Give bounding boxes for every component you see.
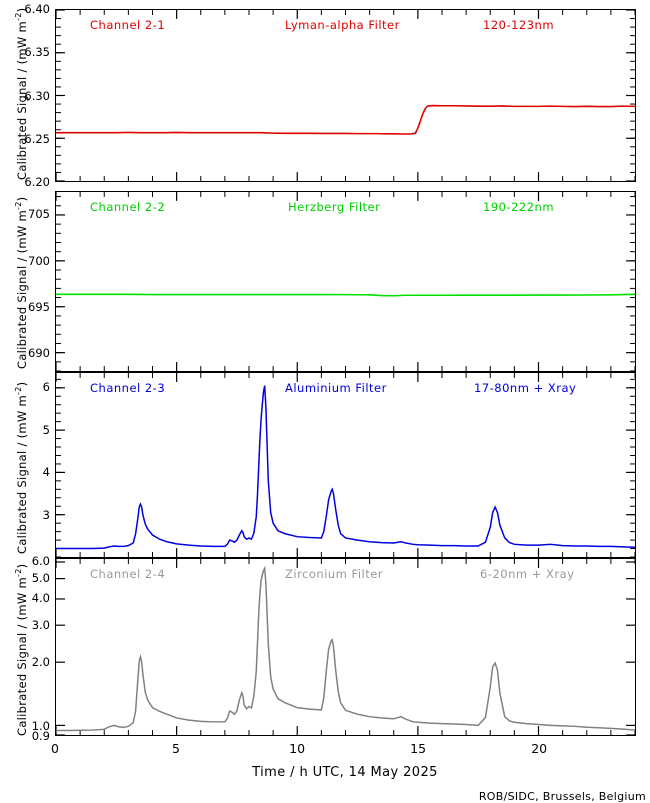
y-axis-label-text-2: Calibrated Signal / (mW m	[14, 209, 29, 369]
annot-channel-panel-3: Channel 2-3	[90, 381, 166, 395]
x-axis-label: Time / h UTC, 14 May 2025	[252, 765, 438, 780]
y-tick-label: 6.25	[24, 131, 50, 146]
plot-area-panel-4	[55, 558, 636, 736]
plot-area-panel-1	[55, 9, 636, 182]
y-axis-label-text-3: Calibrated Signal / (mW m	[14, 394, 29, 554]
y-tick-label: 1.0	[31, 719, 50, 734]
y-tick-label: 6.40	[24, 2, 50, 16]
y-axis-label-exp-4: -2	[14, 568, 23, 577]
y-tick-label: 3.0	[31, 617, 50, 632]
annot-band-panel-4: 6-20nm + Xray	[480, 567, 575, 581]
panel-channel-2-2: Calibrated Signal / (mW m-2) 690 695 700 70…	[0, 191, 650, 372]
annot-filter-panel-2: Herzberg Filter	[288, 200, 381, 214]
y-tick-label: 4	[42, 465, 50, 480]
series-panel-4	[56, 559, 635, 735]
annot-filter-panel-1: Lyman-alpha Filter	[285, 18, 400, 32]
y-tick-label: 5	[42, 422, 50, 437]
x-tick-label: 0	[51, 741, 59, 756]
x-tick-label: 10	[289, 741, 306, 756]
y-tick-label: 5.0	[31, 570, 50, 585]
series-panel-3	[56, 373, 635, 557]
series-panel-2	[56, 192, 635, 371]
y-tick-label: 700	[28, 253, 50, 268]
y-axis-label-panel-3: Calibrated Signal / (mW m-2)	[14, 382, 29, 554]
y-tick-label: 705	[28, 207, 50, 222]
annot-channel-panel-2: Channel 2-2	[90, 200, 166, 214]
y-axis-label-suffix-3: )	[14, 381, 29, 387]
y-tick-label: 4.0	[31, 591, 50, 606]
y-axis-label-exp-3: -2	[14, 386, 23, 395]
y-tick-label: 3	[42, 508, 50, 523]
annot-channel-panel-1: Channel 2-1	[90, 18, 166, 32]
y-axis-label-suffix-4: )	[14, 563, 29, 569]
credit-text: ROB/SIDC, Brussels, Belgium	[478, 790, 646, 803]
series-panel-1	[56, 10, 635, 181]
y-tick-label: 6.35	[24, 45, 50, 60]
y-axis-label-text-4: Calibrated Signal / (mW m	[14, 576, 29, 736]
panel-channel-2-1: Channel 2-1 Lyman-alpha Filter 120-123nm…	[0, 0, 650, 191]
y-tick-label: 690	[28, 346, 50, 361]
y-axis-label-suffix-2: )	[14, 196, 29, 202]
y-tick-label: 6.20	[24, 175, 50, 189]
annot-channel-panel-4: Channel 2-4	[90, 567, 166, 581]
panel-channel-2-4: Calibrated Signal / (mW m-2) 0.9 1.0 2.0 3.…	[0, 554, 650, 803]
annot-filter-panel-4: Zirconium Filter	[285, 567, 384, 581]
y-axis-label-exp-1: -2	[14, 12, 23, 21]
x-tick-label: 15	[410, 741, 427, 756]
plot-area-panel-2	[55, 191, 636, 372]
plot-area-panel-3	[55, 372, 636, 558]
y-tick-label: 6.0	[31, 554, 50, 569]
y-tick-label: 2.0	[31, 655, 50, 670]
x-tick-label: 5	[172, 741, 181, 756]
y-axis-label-exp-2: -2	[14, 201, 23, 210]
annot-band-panel-1: 120-123nm	[483, 18, 555, 32]
y-tick-label: 6	[42, 379, 50, 394]
x-tick-label: 20	[531, 741, 548, 756]
y-axis-label-panel-2: Calibrated Signal / (mW m-2)	[14, 197, 29, 369]
annot-band-panel-3: 17-80nm + Xray	[474, 381, 577, 395]
annot-band-panel-2: 190-222nm	[483, 200, 555, 214]
y-tick-label: 695	[28, 300, 50, 315]
y-axis-label-panel-4: Calibrated Signal / (mW m-2)	[14, 564, 29, 736]
y-tick-label: 0.9	[31, 729, 50, 743]
annot-filter-panel-3: Aluminium Filter	[285, 381, 387, 395]
panel-channel-2-3: Calibrated Signal / (mW m-2) 3 4 5 6 Channe…	[0, 372, 650, 558]
y-tick-label: 6.30	[24, 88, 50, 103]
